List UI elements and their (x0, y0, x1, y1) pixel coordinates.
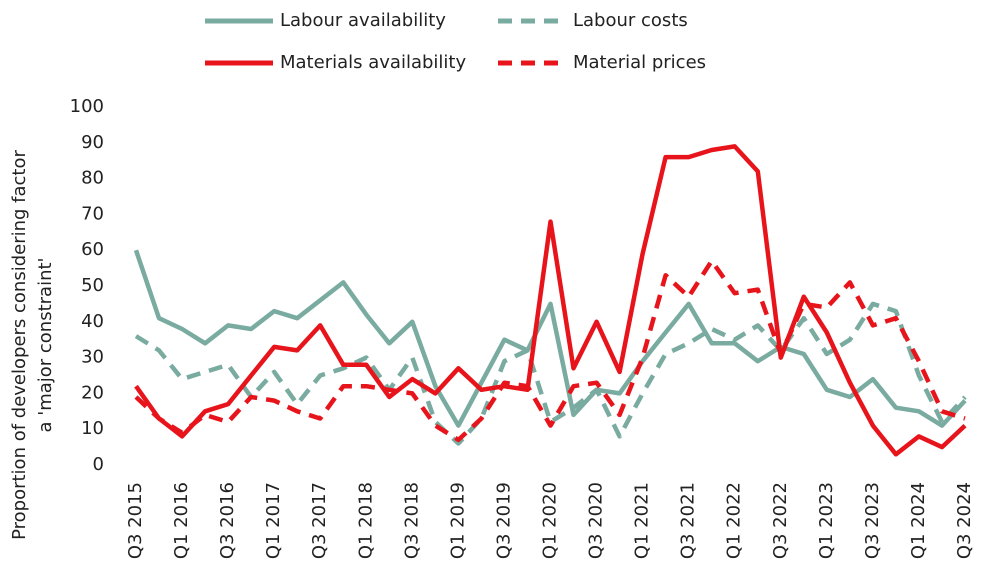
x-tick-label: Q3 2021 (678, 482, 699, 559)
legend-label: Materials availability (280, 52, 466, 73)
x-tick-label: Q1 2023 (816, 482, 837, 559)
x-tick-label: Q1 2022 (724, 482, 745, 559)
series-line (134, 144, 967, 457)
legend-label: Labour costs (573, 10, 688, 31)
x-tick-label: Q1 2020 (540, 482, 561, 559)
y-tick-label: 80 (81, 168, 104, 189)
y-axis-label: a 'major constraint' (35, 258, 56, 433)
y-tick-label: 90 (81, 132, 104, 153)
x-tick-label: Q1 2018 (355, 482, 376, 559)
x-tick-label: Q3 2015 (125, 482, 146, 559)
x-tick-label: Q3 2020 (586, 482, 607, 559)
legend-label: Labour availability (280, 10, 446, 31)
x-tick-label: Q1 2024 (908, 482, 929, 559)
x-tick-label: Q3 2017 (309, 482, 330, 559)
y-tick-label: 60 (81, 239, 104, 260)
x-tick-label: Q3 2018 (401, 482, 422, 559)
y-tick-label: 10 (81, 418, 104, 439)
x-tick-label: Q1 2017 (263, 482, 284, 559)
x-tick-label: Q3 2016 (217, 482, 238, 559)
y-tick-label: 20 (81, 382, 104, 403)
series-line (134, 301, 967, 446)
x-tick-label: Q3 2024 (954, 482, 975, 559)
x-tick-label: Q3 2023 (862, 482, 883, 559)
x-tick-label: Q1 2019 (447, 482, 468, 559)
y-tick-label: 40 (81, 311, 104, 332)
y-axis-label: Proportion of developers considering fac… (9, 150, 30, 540)
y-tick-label: 50 (81, 275, 104, 296)
series-line (134, 258, 966, 443)
x-tick-label: Q3 2022 (770, 482, 791, 559)
series-line (133, 249, 967, 428)
y-tick-label: 100 (70, 96, 104, 117)
legend-label: Material prices (573, 52, 706, 73)
x-tick-label: Q1 2021 (632, 482, 653, 559)
y-tick-label: 70 (81, 203, 104, 224)
y-tick-label: 0 (93, 454, 104, 475)
y-tick-label: 30 (81, 347, 104, 368)
x-tick-label: Q1 2016 (171, 482, 192, 559)
x-tick-label: Q3 2019 (493, 482, 514, 559)
